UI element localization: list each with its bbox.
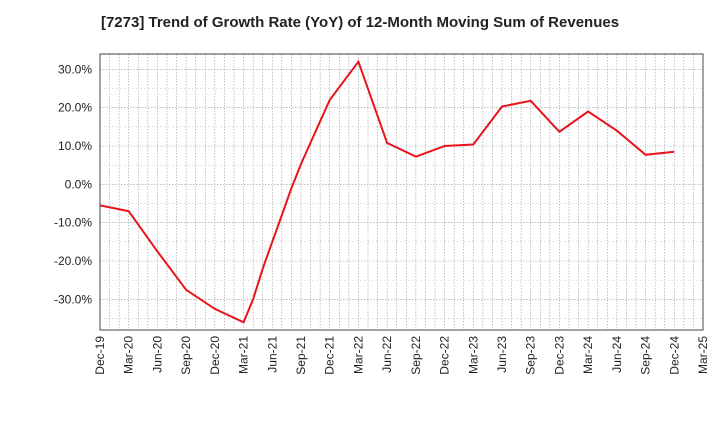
y-tick-label: 20.0%	[58, 101, 92, 115]
x-tick-label: Dec-23	[552, 336, 566, 375]
x-tick-label: Mar-25	[696, 336, 710, 374]
y-tick-label: 0.0%	[65, 177, 93, 191]
x-tick-label: Sep-21	[294, 336, 308, 375]
x-tick-label: Dec-24	[667, 336, 681, 375]
x-tick-label: Sep-24	[639, 336, 653, 375]
x-tick-label: Dec-19	[93, 336, 107, 375]
y-tick-label: 10.0%	[58, 139, 92, 153]
y-axis-tick-labels: 30.0% 20.0% 10.0% 0.0% -10.0% -20.0% -30.0%	[54, 62, 92, 306]
y-tick-label: -20.0%	[54, 254, 92, 268]
x-tick-label: Mar-24	[581, 336, 595, 374]
x-tick-label: Jun-24	[610, 336, 624, 373]
x-tick-label: Mar-21	[237, 336, 251, 374]
y-tick-label: -10.0%	[54, 216, 92, 230]
x-tick-label: Jun-20	[150, 336, 164, 373]
x-tick-label: Sep-20	[179, 336, 193, 375]
x-tick-label: Jun-21	[265, 336, 279, 373]
y-tick-label: 30.0%	[58, 62, 92, 76]
series-line	[99, 59, 675, 324]
chart-title: [7273] Trend of Growth Rate (YoY) of 12-…	[100, 14, 620, 31]
x-tick-label: Dec-21	[323, 336, 337, 375]
x-tick-label: Mar-23	[466, 336, 480, 374]
series-line-path	[99, 59, 675, 324]
x-tick-label: Dec-20	[208, 336, 222, 375]
x-tick-label: Jun-23	[495, 336, 509, 373]
y-tick-label: -30.0%	[54, 292, 92, 306]
grid-lines	[99, 54, 704, 330]
x-tick-label: Sep-23	[524, 336, 538, 375]
plot-frame	[99, 53, 704, 331]
x-axis-tick-labels: Dec-19 Mar-20 Jun-20 Sep-20 Dec-20 Mar-21 Jun-…	[93, 336, 710, 375]
x-tick-label: Mar-20	[122, 336, 136, 374]
x-tick-label: Jun-22	[380, 336, 394, 373]
x-tick-label: Dec-22	[438, 336, 452, 375]
x-tick-label: Mar-22	[351, 336, 365, 374]
x-tick-label: Sep-22	[409, 336, 423, 375]
